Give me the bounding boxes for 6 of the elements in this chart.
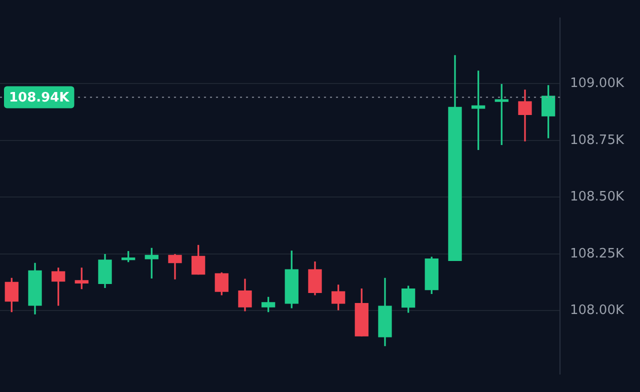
y-tick-label: 108.00K <box>570 303 624 318</box>
y-tick-label: 109.00K <box>570 76 624 92</box>
y-tick-label: 108.50K <box>570 190 624 205</box>
y-tick-label: 108.75K <box>570 132 624 148</box>
ref-line-label: 108.94K <box>9 90 70 106</box>
y-tick-label: 108.25K <box>570 246 624 262</box>
